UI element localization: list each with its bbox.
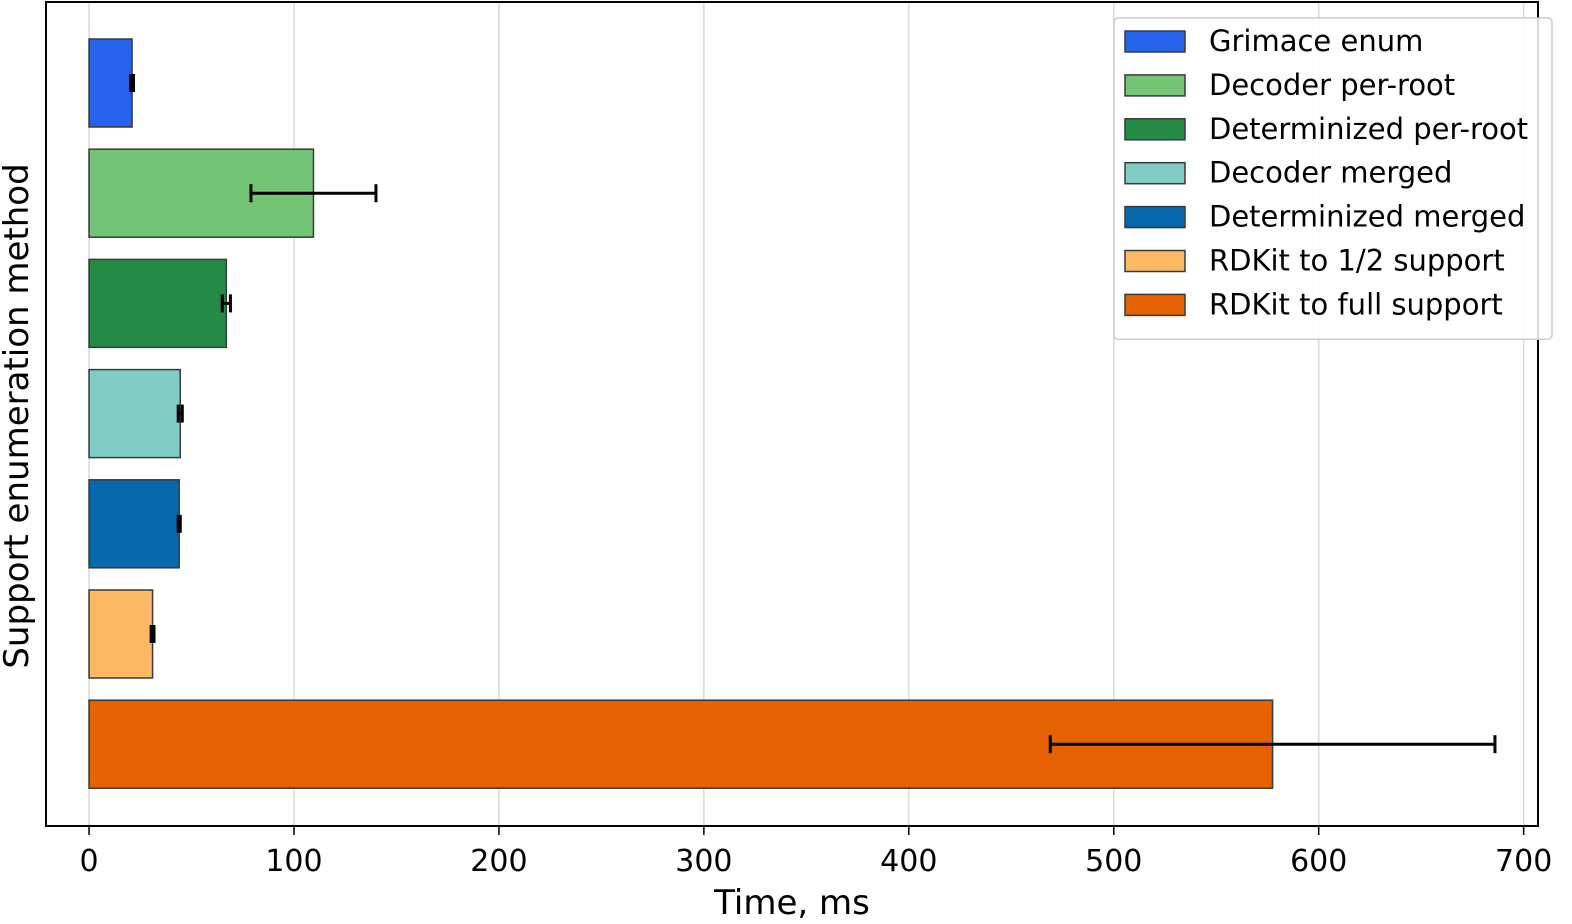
x-axis-ticks: 0 100 200 300 400 500 600 700 [79, 826, 1552, 879]
bar-decoder-merged [88, 368, 181, 459]
legend-item: Determinized per-root [1124, 112, 1528, 146]
x-tick-label: 0 [79, 844, 98, 879]
legend-label: RDKit to full support [1209, 287, 1503, 321]
x-tick-label: 600 [1290, 844, 1347, 879]
bars [88, 38, 1274, 789]
legend-item: Decoder per-root [1124, 68, 1455, 102]
legend-label: Decoder merged [1209, 156, 1452, 190]
legend-swatch [1124, 30, 1186, 53]
legend-swatch [1124, 74, 1186, 97]
x-tick-label: 200 [470, 844, 527, 879]
y-axis-label: Support enumeration method [0, 163, 37, 668]
legend-label: Grimace enum [1209, 24, 1423, 58]
legend: Grimace enum Decoder per-root Determinized… [1113, 17, 1553, 341]
x-axis-label: Time, ms [713, 883, 870, 923]
legend-swatch [1124, 293, 1186, 317]
legend-item: Grimace enum [1124, 24, 1423, 58]
bar-determinized-merged [88, 479, 180, 569]
plot-frame [45, 1, 1539, 827]
x-tick-label: 100 [265, 844, 322, 879]
legend-swatch [1124, 205, 1186, 229]
legend-label: Decoder per-root [1209, 68, 1455, 102]
legend-item: Determinized merged [1124, 200, 1525, 234]
x-tick-label: 500 [1085, 844, 1142, 879]
error-bar [220, 294, 232, 313]
error-bar [176, 514, 182, 533]
x-tick-label: 700 [1495, 844, 1552, 879]
legend-label: Determinized merged [1209, 200, 1525, 234]
error-bar [176, 404, 184, 423]
legend-label: Determinized per-root [1209, 112, 1528, 146]
legend-box [1113, 17, 1553, 341]
error-bar [1048, 735, 1497, 754]
bar-determinized-per-root [88, 258, 228, 349]
error-bar [129, 74, 136, 92]
error-bar [149, 625, 156, 643]
legend-item: Decoder merged [1124, 156, 1452, 190]
bar-rdkit-to-1-2-support [88, 589, 154, 679]
legend-item: RDKit to 1/2 support [1124, 244, 1505, 278]
error-bar [249, 184, 378, 203]
legend-swatch [1124, 161, 1186, 185]
error-bars [129, 74, 1497, 754]
legend-swatch [1124, 118, 1186, 141]
x-tick-label: 400 [880, 844, 937, 879]
bar-grimace-enum [88, 38, 133, 128]
x-tick-label: 300 [675, 844, 732, 879]
legend-label: RDKit to 1/2 support [1209, 244, 1505, 278]
legend-swatch [1124, 249, 1186, 273]
legend-item: RDKit to full support [1124, 287, 1503, 321]
